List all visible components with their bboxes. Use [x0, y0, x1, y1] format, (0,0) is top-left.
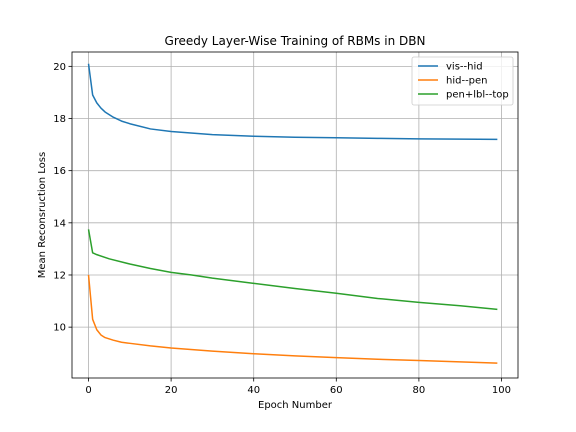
y-tick-label: 20	[53, 62, 66, 73]
x-axis-label: Epoch Number	[258, 400, 333, 411]
x-tick-label: 0	[85, 385, 91, 396]
series-line-1	[87, 63, 498, 141]
legend-label-1: vis--hid	[446, 62, 483, 73]
y-axis-label: Mean Reconsruction Loss	[37, 152, 48, 278]
x-tick-label: 40	[247, 385, 260, 396]
legend-label-3: pen+lbl--top	[446, 90, 509, 101]
y-tick-label: 14	[53, 218, 66, 229]
x-tick-label: 100	[492, 385, 511, 396]
x-tick-label: 80	[413, 385, 426, 396]
y-tick-label: 10	[53, 323, 66, 334]
ticks: 0 20 40 60 80 100 10 12 14 16 18 20	[53, 62, 511, 396]
y-tick-label: 12	[53, 270, 66, 281]
legend-label-2: hid--pen	[446, 76, 488, 87]
y-tick-label: 18	[53, 114, 66, 125]
plot-frame	[71, 51, 519, 379]
chart-title: Greedy Layer-Wise Training of RBMs in DB…	[165, 34, 426, 48]
legend-box	[411, 56, 514, 106]
grid	[72, 52, 518, 378]
legend: vis--hid hid--pen pen+lbl--top	[411, 56, 514, 106]
x-tick-label: 60	[330, 385, 343, 396]
x-tick-label: 20	[165, 385, 178, 396]
series-line-2	[87, 274, 498, 364]
y-tick-label: 16	[53, 166, 66, 177]
series-layer	[87, 63, 498, 364]
series-line-3	[87, 229, 498, 311]
